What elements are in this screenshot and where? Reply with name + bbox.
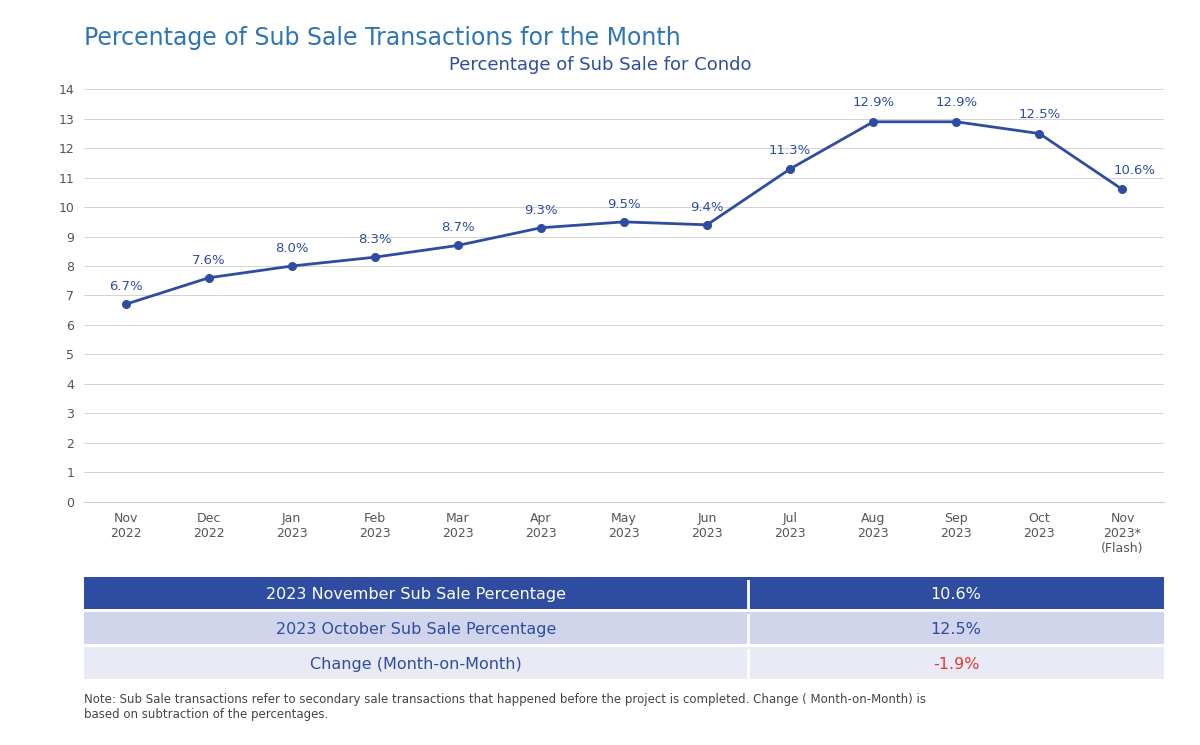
Text: 9.5%: 9.5% xyxy=(607,197,641,211)
Text: 8.3%: 8.3% xyxy=(358,233,391,246)
FancyBboxPatch shape xyxy=(84,612,1164,644)
Text: 10.6%: 10.6% xyxy=(1114,164,1156,177)
Text: 9.3%: 9.3% xyxy=(524,203,558,217)
Text: 8.7%: 8.7% xyxy=(442,221,475,234)
FancyBboxPatch shape xyxy=(749,577,1164,609)
FancyBboxPatch shape xyxy=(84,577,1164,609)
Text: 6.7%: 6.7% xyxy=(109,280,143,293)
Text: 2023 November Sub Sale Percentage: 2023 November Sub Sale Percentage xyxy=(266,587,566,602)
Text: 12.9%: 12.9% xyxy=(852,96,894,110)
Text: 9.4%: 9.4% xyxy=(690,200,724,214)
Text: 12.9%: 12.9% xyxy=(935,96,977,110)
Text: 8.0%: 8.0% xyxy=(275,242,308,255)
Text: 2023 October Sub Sale Percentage: 2023 October Sub Sale Percentage xyxy=(276,622,557,637)
Text: 12.5%: 12.5% xyxy=(931,622,982,637)
Text: Percentage of Sub Sale Transactions for the Month: Percentage of Sub Sale Transactions for … xyxy=(84,26,680,50)
FancyBboxPatch shape xyxy=(749,647,1164,679)
Text: 12.5%: 12.5% xyxy=(1019,108,1061,121)
Text: 7.6%: 7.6% xyxy=(192,253,226,267)
Text: Change (Month-on-Month): Change (Month-on-Month) xyxy=(311,657,522,672)
Text: -1.9%: -1.9% xyxy=(932,657,979,672)
FancyBboxPatch shape xyxy=(749,612,1164,644)
FancyBboxPatch shape xyxy=(84,647,1164,679)
Text: Percentage of Sub Sale for Condo: Percentage of Sub Sale for Condo xyxy=(449,56,751,74)
Text: Note: Sub Sale transactions refer to secondary sale transactions that happened b: Note: Sub Sale transactions refer to sec… xyxy=(84,693,926,720)
Text: 11.3%: 11.3% xyxy=(769,144,811,157)
Text: 10.6%: 10.6% xyxy=(931,587,982,602)
